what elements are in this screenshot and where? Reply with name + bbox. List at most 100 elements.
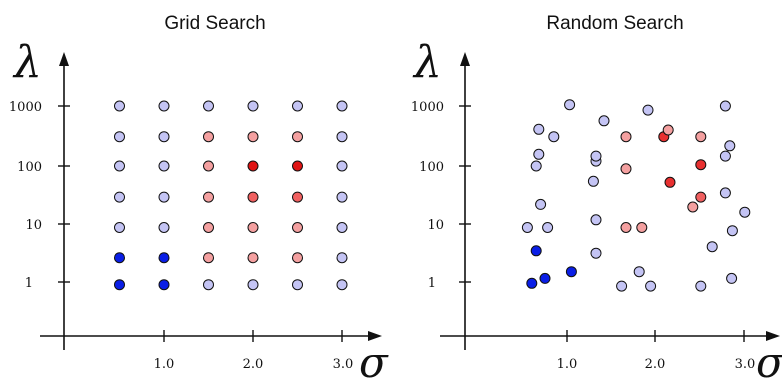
x-axis-label: σ xyxy=(756,338,782,383)
scatter-point xyxy=(695,159,707,171)
scatter-point xyxy=(598,115,610,127)
scatter-point xyxy=(530,245,542,257)
scatter-point xyxy=(719,150,731,162)
y-axis-arrowhead xyxy=(59,52,69,66)
scatter-point xyxy=(739,206,751,218)
scatter-point xyxy=(292,252,303,264)
y-tick-label: 1 xyxy=(25,276,33,291)
scatter-point xyxy=(664,176,676,188)
scatter-point xyxy=(114,131,125,143)
x-tick-label: 2.0 xyxy=(645,357,666,372)
scatter-point xyxy=(590,247,602,259)
y-tick-label: 10 xyxy=(25,218,42,233)
scatter-point xyxy=(292,279,303,291)
scatter-point xyxy=(706,241,718,253)
x-tick-label: 3.0 xyxy=(333,357,354,372)
scatter-point xyxy=(292,222,303,233)
scatter-point xyxy=(114,160,125,172)
y-tick-label: 1000 xyxy=(9,100,42,115)
scatter-point xyxy=(587,175,599,187)
scatter-point xyxy=(564,99,576,111)
scatter-point xyxy=(114,191,125,203)
x-axis-arrowhead xyxy=(368,331,382,341)
scatter-point xyxy=(203,160,214,172)
random-search-points xyxy=(521,99,751,292)
scatter-point xyxy=(247,131,259,143)
scatter-point xyxy=(336,160,348,172)
scatter-point xyxy=(203,100,214,112)
scatter-point xyxy=(662,124,674,136)
x-axis-arrowhead xyxy=(766,331,780,341)
scatter-point xyxy=(336,252,348,264)
scatter-point xyxy=(539,272,551,284)
scatter-point xyxy=(548,131,560,143)
scatter-point xyxy=(620,222,632,233)
x-tick-label: 3.0 xyxy=(735,357,756,372)
grid-search-points xyxy=(114,100,348,291)
scatter-point xyxy=(114,252,125,264)
y-tick-label: 1000 xyxy=(411,100,444,115)
scatter-point xyxy=(726,225,738,237)
scatter-point xyxy=(336,222,348,233)
scatter-point xyxy=(724,140,736,152)
scatter-point xyxy=(114,279,125,291)
y-axis-arrowhead xyxy=(460,52,470,66)
y-tick-label: 1 xyxy=(428,276,436,291)
scatter-point xyxy=(203,191,214,203)
scatter-point xyxy=(719,100,731,112)
scatter-point xyxy=(247,100,259,112)
y-tick-label: 100 xyxy=(419,160,444,175)
scatter-point xyxy=(292,191,303,203)
scatter-point xyxy=(530,160,542,172)
scatter-point xyxy=(726,272,738,284)
random-search-panel: Random Search λ σ 1 10 100 1000 1.0 2.0 … xyxy=(411,13,782,383)
x-tick-label: 2.0 xyxy=(243,357,264,372)
grid-search-panel: Grid Search λ σ 1 10 100 1000 1.0 2.0 3.… xyxy=(9,13,389,383)
scatter-point xyxy=(336,279,348,291)
scatter-point xyxy=(158,279,170,291)
scatter-point xyxy=(292,160,303,172)
scatter-point xyxy=(620,131,632,143)
scatter-point xyxy=(203,131,214,143)
y-tick-label: 10 xyxy=(427,218,444,233)
scatter-point xyxy=(590,150,602,162)
scatter-point xyxy=(719,187,731,199)
scatter-point xyxy=(590,214,602,226)
scatter-point xyxy=(535,198,547,210)
scatter-point xyxy=(158,252,170,264)
chart-title: Grid Search xyxy=(164,13,265,34)
x-tick-label: 1.0 xyxy=(154,357,175,372)
x-axis-label: σ xyxy=(359,338,389,383)
scatter-point xyxy=(336,131,348,143)
scatter-point xyxy=(695,131,707,143)
x-tick-label: 1.0 xyxy=(557,357,578,372)
scatter-point xyxy=(247,191,259,203)
scatter-point xyxy=(203,222,214,233)
scatter-point xyxy=(695,191,707,203)
scatter-point xyxy=(336,191,348,203)
scatter-point xyxy=(203,252,214,264)
scatter-point xyxy=(292,100,303,112)
y-axis-label: λ xyxy=(412,37,442,88)
y-tick-label: 100 xyxy=(17,160,42,175)
scatter-point xyxy=(533,148,545,160)
scatter-point xyxy=(616,280,628,292)
scatter-point xyxy=(114,222,125,233)
scatter-point xyxy=(247,279,259,291)
scatter-point xyxy=(695,280,707,292)
scatter-point xyxy=(645,280,657,292)
scatter-point xyxy=(533,123,545,135)
scatter-point xyxy=(158,100,170,112)
scatter-point xyxy=(565,266,577,278)
scatter-point xyxy=(203,279,214,291)
scatter-point xyxy=(521,222,533,233)
scatter-point xyxy=(158,222,170,233)
y-axis-label: λ xyxy=(12,37,42,88)
scatter-point xyxy=(542,222,554,233)
scatter-point xyxy=(247,222,259,233)
scatter-point xyxy=(620,163,632,175)
scatter-point xyxy=(114,100,125,112)
scatter-point xyxy=(633,266,645,278)
scatter-point xyxy=(336,100,348,112)
